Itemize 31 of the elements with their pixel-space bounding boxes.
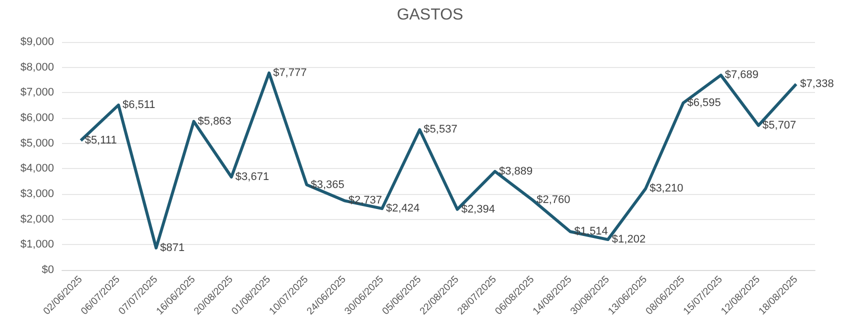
data-label: $871 xyxy=(160,242,185,254)
data-label: $5,707 xyxy=(762,119,796,132)
data-label: $7,689 xyxy=(724,69,759,82)
data-label: $5,863 xyxy=(198,115,232,128)
y-tick-label: $2,000 xyxy=(20,213,54,226)
data-label: $7,338 xyxy=(800,78,834,90)
y-tick-label: $6,000 xyxy=(20,112,54,124)
y-tick-label: $4,000 xyxy=(20,162,54,175)
data-label: $3,210 xyxy=(650,182,684,195)
chart-title: GASTOS xyxy=(396,6,464,24)
y-tick-label: $1,000 xyxy=(20,238,54,251)
y-tick-label: $3,000 xyxy=(20,188,54,200)
data-label: $6,511 xyxy=(122,99,156,112)
data-label: $1,202 xyxy=(612,234,646,246)
data-label: $6,595 xyxy=(687,96,721,109)
data-label: $2,394 xyxy=(461,203,495,216)
data-label: $1,514 xyxy=(574,226,608,238)
y-tick-label: $0 xyxy=(42,264,54,276)
y-tick-label: $5,000 xyxy=(20,137,54,150)
data-label: $5,111 xyxy=(84,134,117,147)
data-label: $3,671 xyxy=(235,171,270,183)
data-label: $2,737 xyxy=(348,194,382,207)
data-label: $3,889 xyxy=(498,165,533,178)
data-label: $3,365 xyxy=(310,178,344,191)
y-tick-label: $8,000 xyxy=(20,61,54,74)
data-label: $5,537 xyxy=(424,124,458,136)
data-label: $2,760 xyxy=(536,194,570,206)
y-tick-label: $7,000 xyxy=(20,86,54,99)
y-tick-label: $9,000 xyxy=(20,36,54,48)
data-label: $7,777 xyxy=(273,66,307,79)
data-label: $2,424 xyxy=(386,202,420,215)
